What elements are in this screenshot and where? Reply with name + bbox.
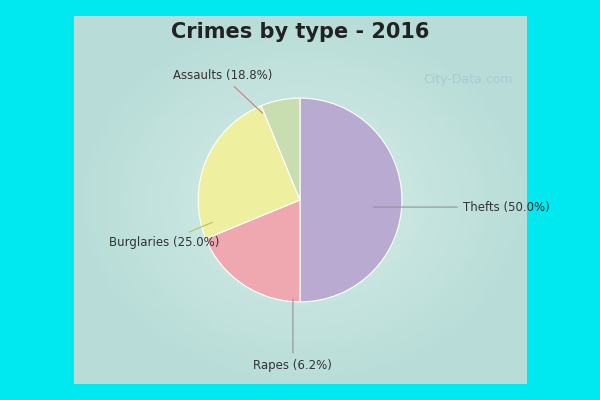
Wedge shape	[261, 98, 300, 200]
Wedge shape	[300, 98, 402, 302]
Text: Thefts (50.0%): Thefts (50.0%)	[374, 200, 550, 214]
Text: City-Data.com: City-Data.com	[423, 74, 513, 86]
Text: Assaults (18.8%): Assaults (18.8%)	[173, 69, 272, 113]
Text: Rapes (6.2%): Rapes (6.2%)	[253, 299, 332, 372]
Text: Burglaries (25.0%): Burglaries (25.0%)	[109, 222, 219, 249]
Wedge shape	[198, 106, 300, 239]
Text: Crimes by type - 2016: Crimes by type - 2016	[171, 22, 429, 42]
Wedge shape	[206, 200, 300, 302]
